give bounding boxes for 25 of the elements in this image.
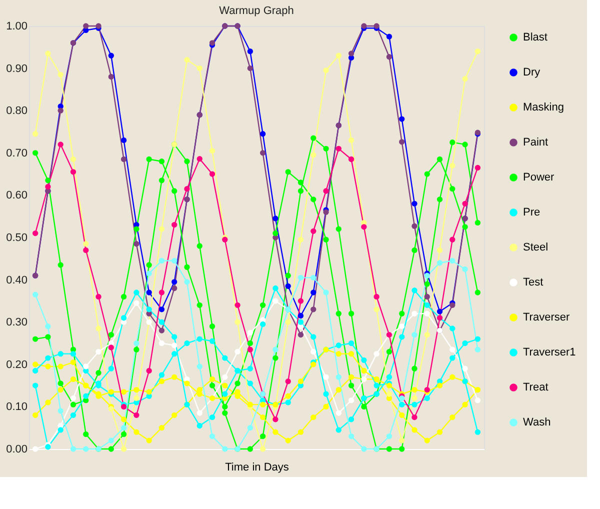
legend-label: Power <box>523 172 555 184</box>
y-tick-label: 0.50 <box>6 232 28 244</box>
legend-label: Wash <box>523 416 551 428</box>
legend-label: Paint <box>523 136 548 148</box>
x-axis-title: Time in Days <box>225 462 290 474</box>
y-tick-label: 0.20 <box>6 358 28 371</box>
legend-label: Treat <box>523 382 548 394</box>
legend-label: Pre <box>523 206 540 218</box>
legend-label: Test <box>523 276 544 288</box>
chart-title: Warmup Graph <box>219 5 294 17</box>
legend-label: Masking <box>523 102 564 114</box>
y-tick-label: 0.30 <box>6 316 28 329</box>
y-tick-label: 0.70 <box>6 147 28 160</box>
y-tick-label: 0.90 <box>6 62 28 75</box>
legend-label: Traverser1 <box>523 346 576 358</box>
legend-label: Traverser <box>523 312 570 324</box>
y-tick-label: 0.40 <box>6 274 28 286</box>
legend-label: Dry <box>523 66 541 78</box>
y-tick-label: 0.80 <box>6 105 28 118</box>
y-tick-label: 0.60 <box>6 190 28 202</box>
y-tick-label: 0.10 <box>6 401 28 414</box>
y-tick-label: 1.00 <box>6 20 28 32</box>
legend-label: Blast <box>523 32 548 44</box>
legend-label: Steel <box>523 242 548 254</box>
y-tick-label: 0.00 <box>6 444 28 456</box>
